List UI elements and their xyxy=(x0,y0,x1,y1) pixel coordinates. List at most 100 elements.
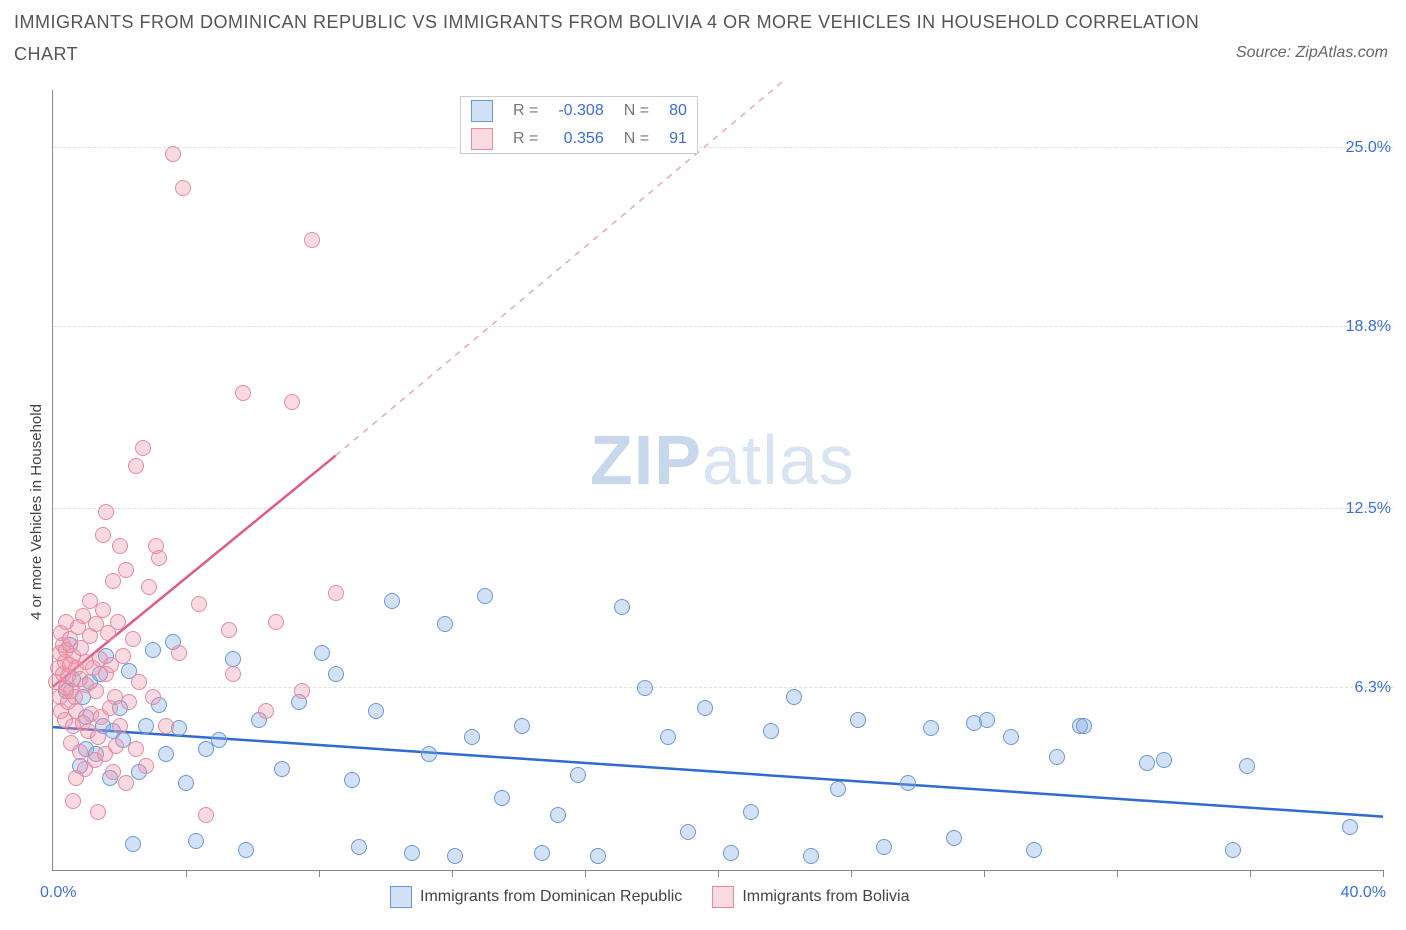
y-tick-label: 18.8% xyxy=(1346,318,1391,336)
scatter-plot: 6.3%12.5%18.8%25.0% xyxy=(52,90,1383,871)
scatter-point-bolivia xyxy=(105,573,121,589)
scatter-point-bolivia xyxy=(90,729,106,745)
scatter-point-bolivia xyxy=(131,674,147,690)
series-legend: Immigrants from Dominican Republic Immigr… xyxy=(390,886,909,908)
scatter-point-dominican xyxy=(368,703,384,719)
scatter-point-dominican xyxy=(145,642,161,658)
scatter-point-dominican xyxy=(803,848,819,864)
scatter-point-bolivia xyxy=(105,764,121,780)
scatter-point-dominican xyxy=(923,720,939,736)
scatter-point-dominican xyxy=(786,689,802,705)
x-tick xyxy=(1250,870,1251,877)
scatter-point-dominican xyxy=(344,772,360,788)
y-tick-label: 6.3% xyxy=(1355,679,1391,697)
y-tick-label: 12.5% xyxy=(1346,500,1391,518)
scatter-point-dominican xyxy=(178,775,194,791)
scatter-point-dominican xyxy=(477,588,493,604)
scatter-point-bolivia xyxy=(284,394,300,410)
stats-legend-row: R =0.356N =91 xyxy=(461,125,697,153)
stat-n-value: 91 xyxy=(659,125,697,153)
scatter-point-dominican xyxy=(274,761,290,777)
scatter-point-dominican xyxy=(1225,842,1241,858)
scatter-point-dominican xyxy=(1239,758,1255,774)
scatter-point-dominican xyxy=(660,729,676,745)
scatter-point-dominican xyxy=(723,845,739,861)
scatter-point-bolivia xyxy=(304,232,320,248)
scatter-point-dominican xyxy=(900,775,916,791)
scatter-point-bolivia xyxy=(235,385,251,401)
chart-title-line2: CHART xyxy=(14,44,78,65)
scatter-point-dominican xyxy=(637,680,653,696)
scatter-point-bolivia xyxy=(141,579,157,595)
gridline xyxy=(53,326,1393,327)
scatter-point-dominican xyxy=(534,845,550,861)
scatter-point-dominican xyxy=(876,839,892,855)
x-axis-min-label: 0.0% xyxy=(40,884,76,902)
legend-swatch xyxy=(471,100,493,122)
scatter-point-bolivia xyxy=(128,458,144,474)
scatter-point-bolivia xyxy=(121,694,137,710)
chart-title-line1: IMMIGRANTS FROM DOMINICAN REPUBLIC VS IM… xyxy=(14,12,1199,33)
x-tick xyxy=(984,870,985,877)
scatter-point-dominican xyxy=(1003,729,1019,745)
trendlines-svg xyxy=(53,80,1393,870)
x-tick xyxy=(718,870,719,877)
gridline xyxy=(53,508,1393,509)
scatter-point-dominican xyxy=(125,836,141,852)
stat-n-label: N = xyxy=(624,130,649,147)
scatter-point-dominican xyxy=(1156,752,1172,768)
scatter-point-bolivia xyxy=(198,807,214,823)
scatter-point-bolivia xyxy=(107,689,123,705)
scatter-point-dominican xyxy=(138,718,154,734)
series-legend-item: Immigrants from Bolivia xyxy=(712,886,909,908)
scatter-point-dominican xyxy=(946,830,962,846)
scatter-point-dominican xyxy=(211,732,227,748)
stat-n-value: 80 xyxy=(659,97,697,125)
scatter-point-bolivia xyxy=(175,180,191,196)
scatter-point-dominican xyxy=(763,723,779,739)
legend-swatch xyxy=(712,886,734,908)
scatter-point-dominican xyxy=(1342,819,1358,835)
scatter-point-bolivia xyxy=(294,683,310,699)
gridline xyxy=(53,147,1393,148)
scatter-point-bolivia xyxy=(98,504,114,520)
scatter-point-dominican xyxy=(314,645,330,661)
scatter-point-bolivia xyxy=(95,527,111,543)
scatter-point-dominican xyxy=(830,781,846,797)
scatter-point-bolivia xyxy=(88,683,104,699)
legend-swatch xyxy=(390,886,412,908)
scatter-point-dominican xyxy=(680,824,696,840)
gridline xyxy=(53,687,1393,688)
scatter-point-bolivia xyxy=(221,622,237,638)
scatter-point-bolivia xyxy=(128,741,144,757)
scatter-point-bolivia xyxy=(90,804,106,820)
x-tick xyxy=(452,870,453,877)
scatter-point-dominican xyxy=(514,718,530,734)
y-tick-label: 25.0% xyxy=(1346,139,1391,157)
scatter-point-dominican xyxy=(188,833,204,849)
series-legend-label: Immigrants from Dominican Republic xyxy=(420,888,682,906)
scatter-point-bolivia xyxy=(165,146,181,162)
scatter-point-bolivia xyxy=(65,793,81,809)
scatter-point-dominican xyxy=(850,712,866,728)
scatter-point-bolivia xyxy=(191,596,207,612)
scatter-point-bolivia xyxy=(151,550,167,566)
scatter-point-bolivia xyxy=(125,631,141,647)
scatter-point-bolivia xyxy=(72,744,88,760)
x-tick xyxy=(186,870,187,877)
scatter-point-bolivia xyxy=(268,614,284,630)
scatter-point-dominican xyxy=(437,616,453,632)
scatter-point-dominican xyxy=(614,599,630,615)
x-axis-max-label: 40.0% xyxy=(1341,884,1386,902)
y-axis-label: 4 or more Vehicles in Household xyxy=(28,404,45,620)
scatter-point-dominican xyxy=(158,746,174,762)
scatter-point-bolivia xyxy=(95,602,111,618)
scatter-point-dominican xyxy=(979,712,995,728)
scatter-point-bolivia xyxy=(328,585,344,601)
scatter-point-dominican xyxy=(384,593,400,609)
scatter-point-bolivia xyxy=(145,689,161,705)
scatter-point-bolivia xyxy=(158,718,174,734)
x-tick xyxy=(585,870,586,877)
x-tick xyxy=(319,870,320,877)
scatter-point-dominican xyxy=(550,807,566,823)
